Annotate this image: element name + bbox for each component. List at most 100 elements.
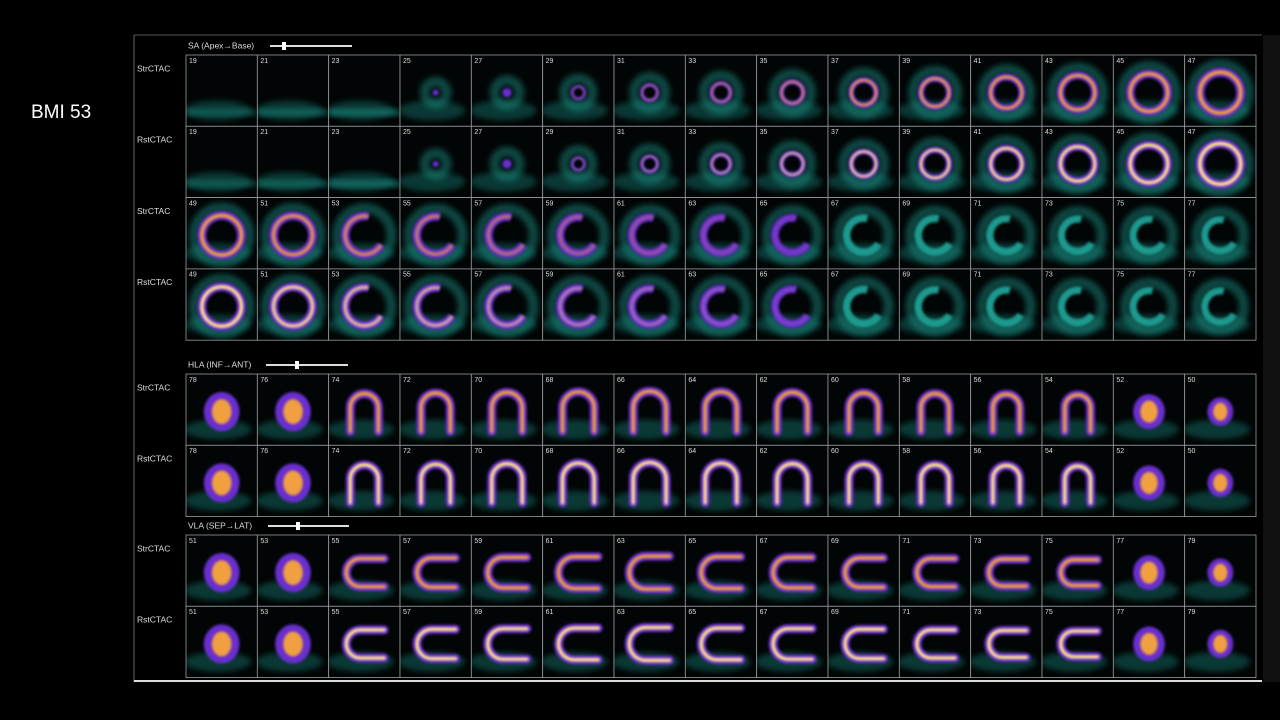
myocardium-hot [490,390,524,434]
slice-number: 55 [403,272,411,279]
myocardium-hot [1059,558,1100,588]
slice-image [1042,268,1114,341]
slider-thumb[interactable] [296,522,300,530]
myocardium-hot [631,389,668,434]
slice-number: 74 [332,377,340,384]
slice-number: 52 [1116,448,1124,455]
slice-image [1113,126,1185,198]
tissue [1117,60,1181,125]
tissue [547,204,610,267]
section-title: SA (Apex→Base) [188,40,254,50]
slice-image [186,126,258,198]
slice-image [614,55,686,127]
slice-number: 60 [831,377,839,384]
slice-number: 29 [546,129,554,136]
slice-number: 41 [974,58,982,65]
myocardium-hot [915,628,957,660]
slice-image [828,535,900,607]
tissue [257,180,329,187]
tissue [970,419,1037,440]
slice-image [756,126,828,198]
slice-number: 53 [332,200,340,207]
slice-image [328,55,400,127]
slice-number: 53 [332,272,340,279]
slice-number: 67 [831,200,839,207]
slice-image [614,445,686,517]
slice-number: 61 [617,272,625,279]
slider-thumb[interactable] [295,361,299,369]
slice-image [756,445,828,517]
slice-image [1042,445,1114,517]
slice-image [1113,197,1185,269]
slider-thumb[interactable] [282,42,286,50]
myocardium-hot [1198,141,1243,187]
slice-image [471,197,543,269]
tissue [1184,651,1251,672]
myocardium-hot [915,556,957,589]
myocardium-hot [919,391,951,434]
row-label: RstCTAC [137,615,172,625]
myocardium [842,285,885,328]
slice-image [186,445,258,517]
myocardium-hot [1128,72,1170,114]
slice-number: 57 [474,200,482,207]
slice-number: 51 [189,609,197,616]
slice-image [970,374,1042,446]
slice-image [1042,606,1114,678]
slice-image [899,55,971,127]
slice-image [1184,197,1256,269]
myocardium-hot [843,627,886,661]
tissue [833,276,894,337]
slice-number: 53 [260,609,268,616]
slice-image [1184,126,1256,198]
tissue [188,202,255,268]
tissue [547,275,610,338]
slice-image [899,445,971,517]
slice-number: 77 [1116,538,1124,545]
myocardium-hot [556,626,600,662]
slice-number: 56 [974,377,982,384]
myocardium-hot [1213,563,1228,582]
slice-number: 79 [1188,609,1196,616]
slice-image [970,535,1042,607]
myocardium-hot [211,399,232,425]
myocardium [986,286,1027,327]
slice-number: 61 [546,538,554,545]
tissue [475,203,539,267]
slice-number: 57 [403,609,411,616]
slice-image [257,606,329,678]
myocardium-hot [919,148,951,180]
scrollbar [1263,35,1280,682]
myocardium [502,159,512,169]
slice-image [614,197,686,269]
slice-image [257,55,329,127]
slice-image [970,197,1042,269]
slice-image [186,55,258,127]
slice-number: 78 [189,448,197,455]
slice-number: 53 [260,538,268,545]
myocardium-hot [847,391,881,434]
myocardium-hot [919,77,951,108]
tissue [400,419,466,440]
section-title: HLA (INF→ANT) [188,359,251,369]
slice-number: 31 [617,58,625,65]
tissue [690,204,752,266]
tissue [332,203,397,268]
myocardium-hot [1063,393,1093,434]
slice-number: 45 [1116,129,1124,136]
slice-image [685,445,757,517]
tissue [1048,277,1107,336]
tissue [186,109,258,116]
tissue [1184,419,1251,440]
myocardium-hot [1063,464,1093,505]
slice-image [970,268,1042,341]
slice-image [970,445,1042,517]
slice-number: 39 [902,58,910,65]
tissue [908,65,962,120]
slice-number: 72 [403,377,411,384]
slice-number: 19 [189,58,197,65]
slice-image [542,535,614,607]
myocardium-hot [1213,473,1228,492]
slice-number: 64 [688,448,696,455]
slice-number: 27 [474,129,482,136]
